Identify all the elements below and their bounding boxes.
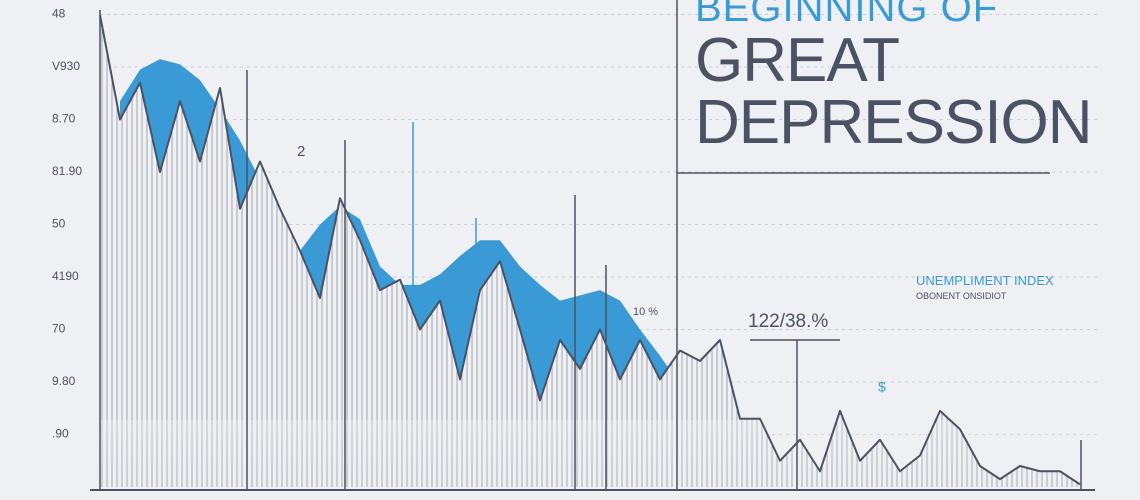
y-tick-label: 4190 (52, 269, 79, 283)
y-tick-label: 8.70 (52, 112, 76, 126)
y-tick-label: 48 (52, 7, 66, 21)
supertitle: BEGINNING OF (695, 0, 999, 30)
legend-subtitle: OBONENT ONSIDIOT (916, 291, 1007, 301)
annotation: 122/38.% (748, 311, 828, 332)
index-line (99, 14, 1081, 486)
y-tick-label: 81.90 (52, 164, 82, 178)
annotation: 2 (297, 143, 305, 160)
y-tick-label: .90 (52, 427, 69, 441)
fade (90, 420, 1100, 490)
annotation: $ (878, 379, 886, 395)
annotation: 10 % (633, 306, 658, 318)
y-tick-label: 9.80 (52, 374, 76, 388)
title: GREAT DEPRESSION (695, 26, 1093, 157)
y-tick-label: V930 (52, 59, 80, 73)
legend-title: UNEMPLIMENT INDEX (916, 273, 1054, 288)
decorations (90, 0, 1095, 491)
foreground: 2 10 % 122/38.% $ (99, 14, 1081, 486)
y-tick-label: 50 (52, 217, 66, 231)
y-tick-label: 70 (52, 322, 66, 336)
